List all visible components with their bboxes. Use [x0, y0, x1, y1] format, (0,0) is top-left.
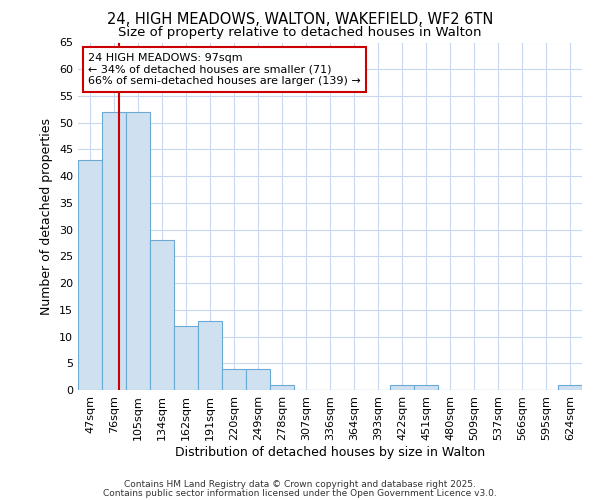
Bar — [78, 160, 102, 390]
Bar — [414, 384, 438, 390]
Text: Size of property relative to detached houses in Walton: Size of property relative to detached ho… — [118, 26, 482, 39]
Text: Contains HM Land Registry data © Crown copyright and database right 2025.: Contains HM Land Registry data © Crown c… — [124, 480, 476, 489]
Bar — [102, 112, 126, 390]
Bar — [198, 320, 222, 390]
Bar — [390, 384, 414, 390]
Bar — [558, 384, 582, 390]
Bar — [246, 368, 270, 390]
Text: Contains public sector information licensed under the Open Government Licence v3: Contains public sector information licen… — [103, 488, 497, 498]
Bar — [150, 240, 174, 390]
X-axis label: Distribution of detached houses by size in Walton: Distribution of detached houses by size … — [175, 446, 485, 458]
Text: 24 HIGH MEADOWS: 97sqm
← 34% of detached houses are smaller (71)
66% of semi-det: 24 HIGH MEADOWS: 97sqm ← 34% of detached… — [88, 53, 361, 86]
Text: 24, HIGH MEADOWS, WALTON, WAKEFIELD, WF2 6TN: 24, HIGH MEADOWS, WALTON, WAKEFIELD, WF2… — [107, 12, 493, 28]
Bar — [222, 368, 246, 390]
Y-axis label: Number of detached properties: Number of detached properties — [40, 118, 53, 315]
Bar — [174, 326, 198, 390]
Bar — [126, 112, 150, 390]
Bar — [270, 384, 294, 390]
